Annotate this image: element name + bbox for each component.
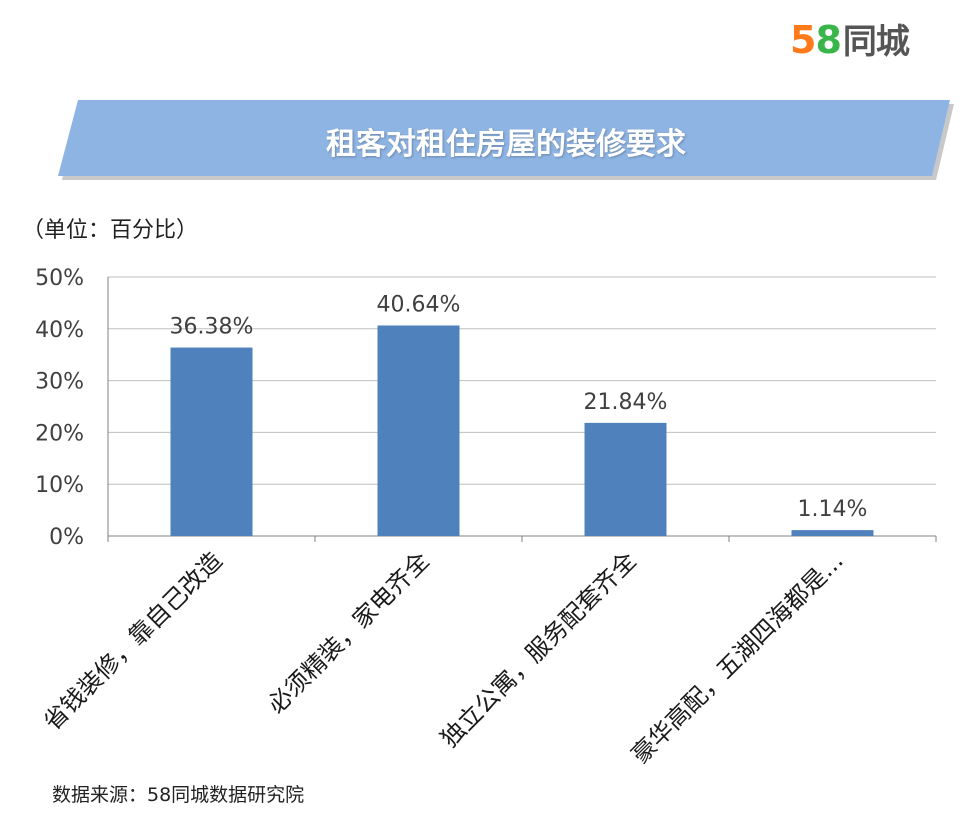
data-label: 1.14% [798,497,868,522]
brand-logo: 58同城 [790,16,910,66]
bar [377,325,460,536]
category-label: 独立公寓，服务配套齐全 [435,546,641,752]
logo-digit-8: 8 [815,18,841,62]
unit-label: （单位：百分比） [22,218,199,243]
y-tick-label: 10% [35,473,84,498]
category-label: 豪华高配，五湖四海都是... [626,546,849,769]
data-label: 21.84% [584,390,668,415]
logo-name: 同城 [842,22,910,62]
bar [170,347,253,536]
y-tick-label: 20% [35,421,84,446]
chart-title: 租客对租住房屋的装修要求 [326,127,686,162]
category-label: 必须精装，家电齐全 [262,546,435,719]
y-tick-label: 40% [35,318,84,343]
data-label: 40.64% [377,292,461,317]
title-banner [58,100,954,180]
bar [584,422,667,536]
data-label: 36.38% [170,315,254,340]
y-tick-label: 30% [35,370,84,395]
y-tick-label: 50% [35,266,84,291]
data-source-note: 数据来源：58同城数据研究院 [52,784,305,806]
y-tick-label: 0% [49,525,84,550]
category-label: 省钱装修，靠自己改造 [38,546,228,736]
bar [791,530,874,536]
logo-digit-5: 5 [790,18,816,62]
